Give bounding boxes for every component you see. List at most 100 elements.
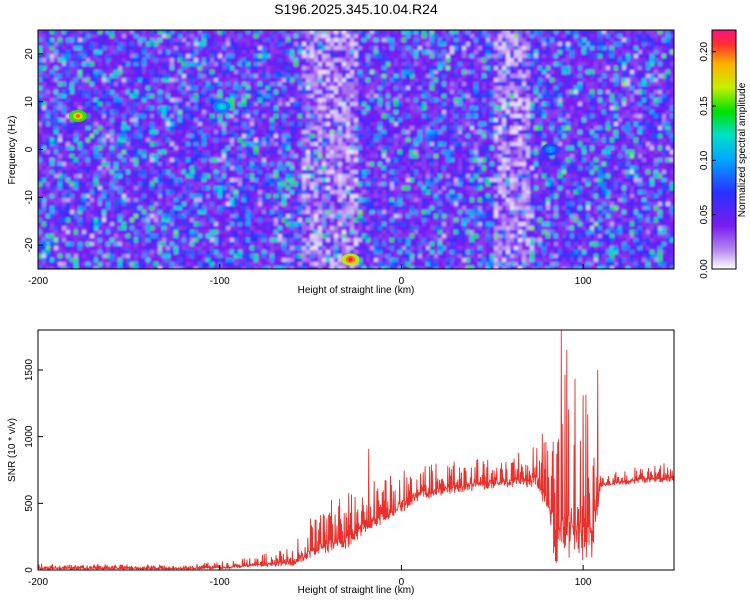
heatmap-cell <box>574 126 578 130</box>
heatmap-cell <box>586 122 590 126</box>
heatmap-cell <box>554 78 558 82</box>
heatmap-cell <box>382 134 386 138</box>
heatmap-cell <box>438 130 442 134</box>
heatmap-cell <box>298 150 302 154</box>
heatmap-cell <box>214 154 218 158</box>
heatmap-cell <box>150 70 154 74</box>
heatmap-cell <box>246 58 250 62</box>
heatmap-cell <box>598 94 602 98</box>
heatmap-cell <box>626 78 630 82</box>
heatmap-cell <box>250 154 254 158</box>
heatmap-cell <box>670 62 674 66</box>
heatmap-cell <box>658 138 662 142</box>
heatmap-cell <box>614 38 618 42</box>
heatmap-cell <box>166 82 170 86</box>
heatmap-cell <box>378 134 382 138</box>
heatmap-cell <box>418 130 422 134</box>
heatmap-cell <box>462 134 466 138</box>
heatmap-cell <box>154 134 158 138</box>
heatmap-cell <box>254 122 258 126</box>
heatmap-cell <box>50 54 54 58</box>
heatmap-cell <box>182 90 186 94</box>
heatmap-cell <box>74 94 78 98</box>
heatmap-cell <box>150 34 154 38</box>
heatmap-cell <box>630 30 634 34</box>
heatmap-cell <box>98 102 102 106</box>
heatmap-cell <box>366 70 370 74</box>
heatmap-cell <box>474 78 478 82</box>
heatmap-cell <box>78 74 82 78</box>
heatmap-cell <box>214 150 218 154</box>
heatmap-cell <box>70 70 74 74</box>
heatmap-cell <box>310 138 314 142</box>
heatmap-cell <box>110 146 114 150</box>
heatmap-cell <box>354 38 358 42</box>
heatmap-cell <box>250 46 254 50</box>
heatmap-cell <box>202 150 206 154</box>
heatmap-cell <box>614 138 618 142</box>
heatmap-cell <box>46 94 50 98</box>
heatmap-cell <box>342 102 346 106</box>
heatmap-cell <box>326 58 330 62</box>
heatmap-cell <box>450 30 454 34</box>
heatmap-cell <box>458 38 462 42</box>
heatmap-cell <box>74 62 78 66</box>
heatmap-cell <box>350 38 354 42</box>
heatmap-cell <box>610 146 614 150</box>
heatmap-cell <box>402 90 406 94</box>
heatmap-cell <box>562 138 566 142</box>
heatmap-cell <box>62 78 66 82</box>
heatmap-cell <box>638 70 642 74</box>
heatmap-cell <box>658 106 662 110</box>
heatmap-cell <box>122 102 126 106</box>
heatmap-cell <box>622 130 626 134</box>
heatmap-cell <box>558 50 562 54</box>
heatmap-cell <box>658 146 662 150</box>
heatmap-cell <box>234 114 238 118</box>
heatmap-cell <box>574 114 578 118</box>
heatmap-cell <box>578 82 582 86</box>
heatmap-cell <box>470 58 474 62</box>
heatmap-cell <box>510 142 514 146</box>
heatmap-cell <box>582 130 586 134</box>
heatmap-cell <box>662 118 666 122</box>
heatmap-cell <box>602 90 606 94</box>
heatmap-cell <box>86 146 90 150</box>
heatmap-cell <box>226 114 230 118</box>
heatmap-cell <box>270 106 274 110</box>
heatmap-cell <box>666 110 670 114</box>
heatmap-cell <box>386 106 390 110</box>
heatmap-cell <box>582 66 586 70</box>
heatmap-cell <box>46 54 50 58</box>
heatmap-cell <box>46 154 50 158</box>
heatmap-cell <box>582 126 586 130</box>
heatmap-cell <box>374 110 378 114</box>
heatmap-cell <box>494 62 498 66</box>
heatmap-cell <box>666 82 670 86</box>
heatmap-cell <box>78 46 82 50</box>
heatmap-cell <box>310 62 314 66</box>
heatmap-cell <box>114 66 118 70</box>
heatmap-cell <box>474 34 478 38</box>
heatmap-cell <box>374 126 378 130</box>
heatmap-cell <box>470 142 474 146</box>
heatmap-cell <box>446 146 450 150</box>
heatmap-cell <box>394 98 398 102</box>
heatmap-cell <box>610 30 614 34</box>
heatmap-cell <box>634 106 638 110</box>
heatmap-cell <box>474 134 478 138</box>
heatmap-cell <box>422 114 426 118</box>
heatmap-cell <box>42 30 46 34</box>
heatmap-cell <box>66 66 70 70</box>
heatmap-cell <box>470 122 474 126</box>
heatmap-cell <box>478 134 482 138</box>
heatmap-cell <box>442 70 446 74</box>
heatmap-cell <box>558 66 562 70</box>
heatmap-cell <box>202 118 206 122</box>
heatmap-cell <box>622 102 626 106</box>
heatmap-cell <box>442 146 446 150</box>
heatmap-cell <box>422 66 426 70</box>
heatmap-cell <box>458 90 462 94</box>
heatmap-cell <box>122 118 126 122</box>
